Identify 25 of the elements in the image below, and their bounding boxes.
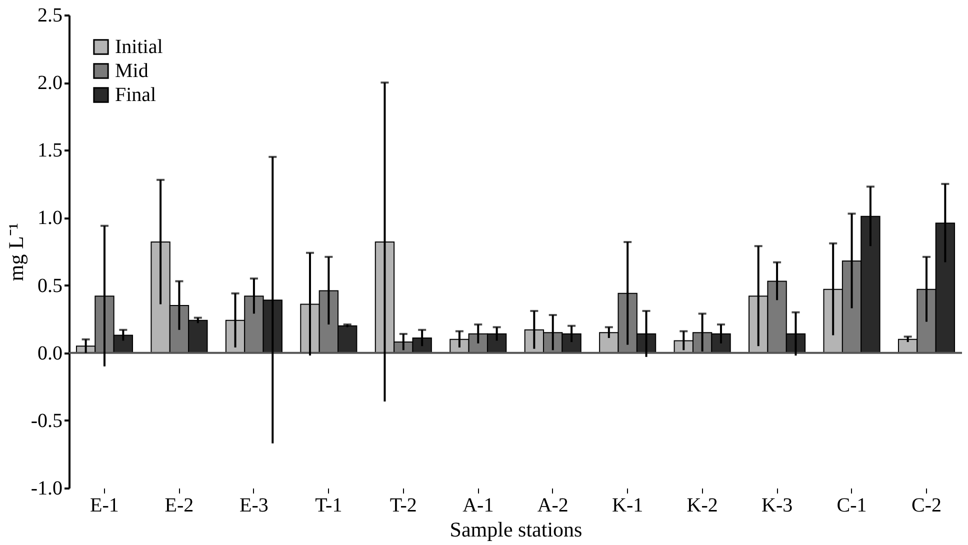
x-tick-label: K-3 bbox=[761, 494, 793, 516]
y-tick-label: 1.5 bbox=[38, 140, 62, 162]
x-tick-label: E-3 bbox=[240, 494, 268, 516]
y-axis-title: mg L⁻¹ bbox=[4, 222, 28, 282]
x-tick-label: C-1 bbox=[836, 494, 867, 516]
legend-label: Mid bbox=[115, 60, 148, 82]
x-tick-label: A-1 bbox=[462, 494, 494, 516]
x-axis-title: Sample stations bbox=[450, 518, 582, 542]
x-tick-label: K-2 bbox=[686, 494, 718, 516]
legend-label: Initial bbox=[115, 36, 164, 58]
y-tick-label: 0.5 bbox=[38, 274, 62, 297]
x-tick-label: E-1 bbox=[90, 494, 119, 516]
x-tick-label: E-2 bbox=[164, 494, 194, 516]
y-tick-label: 2.5 bbox=[38, 4, 62, 26]
y-tick-label: 0.0 bbox=[38, 342, 62, 364]
x-tick-label: A-2 bbox=[537, 494, 568, 516]
x-tick-label: K-1 bbox=[612, 494, 644, 516]
y-tick-label: 2.0 bbox=[38, 72, 62, 94]
y-tick-label: 1.0 bbox=[38, 207, 62, 230]
x-tick-label: T-2 bbox=[390, 494, 417, 516]
x-tick-label: C-2 bbox=[912, 494, 942, 516]
y-tick-label: -1.0 bbox=[30, 478, 62, 500]
y-tick-label: -0.5 bbox=[30, 410, 62, 432]
legend-label: Final bbox=[115, 84, 157, 106]
x-tick-label: T-1 bbox=[315, 494, 342, 516]
